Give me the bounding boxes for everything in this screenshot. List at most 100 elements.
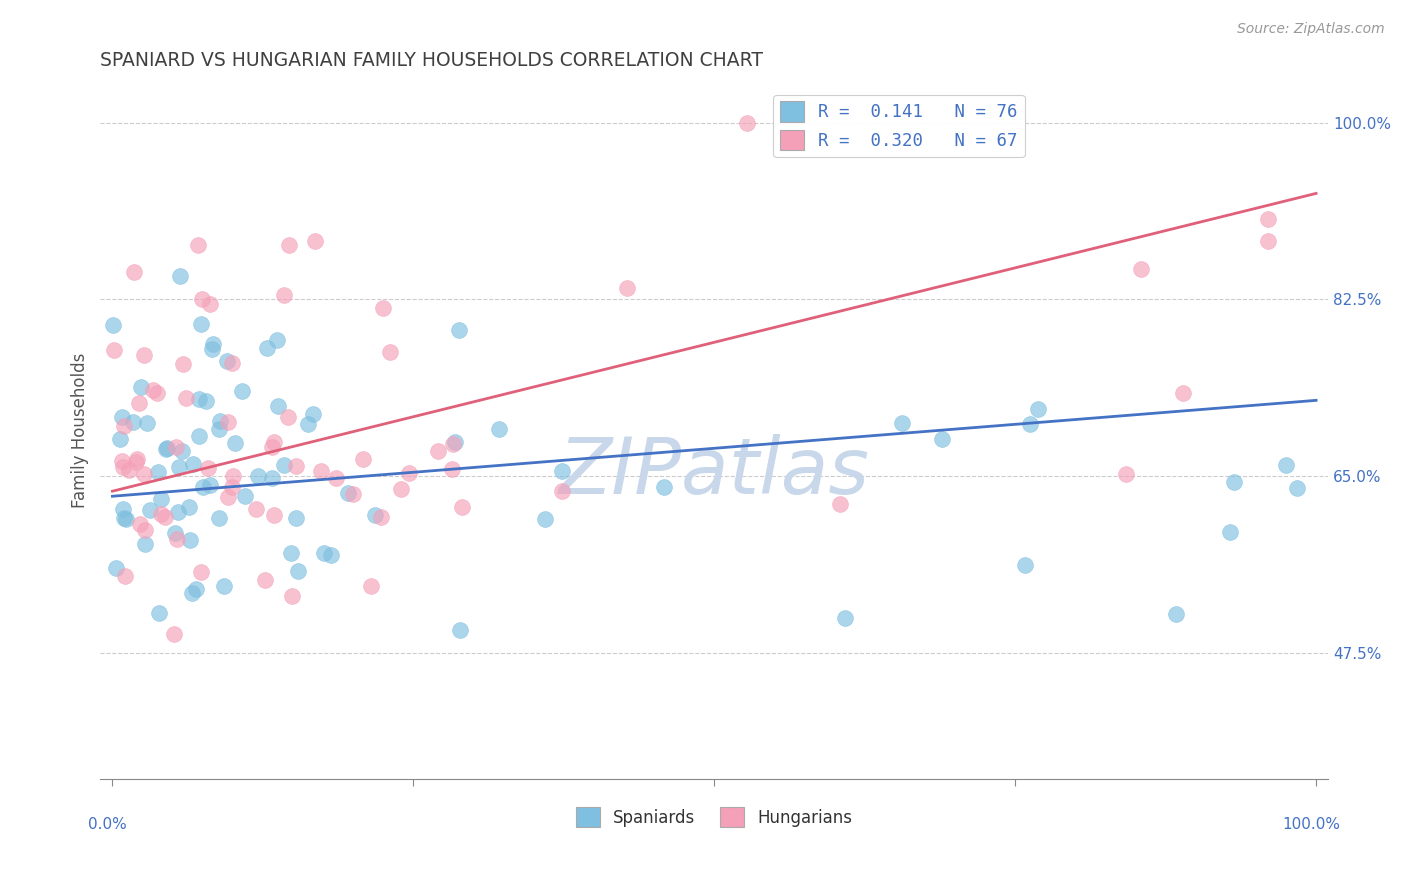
Point <box>153 510 176 524</box>
Point <box>1014 558 1036 572</box>
Point <box>1257 234 1279 248</box>
Point <box>191 292 214 306</box>
Point <box>101 318 124 333</box>
Point <box>325 471 347 485</box>
Point <box>488 422 510 436</box>
Point <box>155 442 177 456</box>
Point <box>370 510 392 524</box>
Point <box>221 480 243 494</box>
Point <box>224 436 246 450</box>
Point <box>441 462 464 476</box>
Point <box>297 417 319 431</box>
Point <box>931 432 953 446</box>
Point <box>231 384 253 398</box>
Point <box>280 546 302 560</box>
Point <box>342 486 364 500</box>
Y-axis label: Family Households: Family Households <box>72 353 89 508</box>
Point <box>111 454 134 468</box>
Point <box>112 511 135 525</box>
Point <box>134 523 156 537</box>
Point <box>110 433 132 447</box>
Point <box>115 512 138 526</box>
Point <box>277 238 299 252</box>
Point <box>284 510 307 524</box>
Point <box>122 415 145 429</box>
Point <box>273 458 295 472</box>
Point <box>312 546 335 560</box>
Point <box>302 407 325 421</box>
Point <box>221 356 243 370</box>
Point <box>616 281 638 295</box>
Point <box>146 385 169 400</box>
Point <box>256 341 278 355</box>
Point <box>165 440 187 454</box>
Point <box>277 410 299 425</box>
Point <box>217 415 239 429</box>
Point <box>142 383 165 397</box>
Point <box>165 526 187 541</box>
Point <box>319 548 342 562</box>
Point <box>217 490 239 504</box>
Text: SPANIARD VS HUNGARIAN FAMILY HOUSEHOLDS CORRELATION CHART: SPANIARD VS HUNGARIAN FAMILY HOUSEHOLDS … <box>100 51 763 70</box>
Point <box>890 417 912 431</box>
Point <box>167 505 190 519</box>
Point <box>267 399 290 413</box>
Point <box>1275 458 1298 472</box>
Point <box>1223 475 1246 489</box>
Point <box>1286 481 1309 495</box>
Point <box>389 482 412 496</box>
Point <box>188 429 211 443</box>
Text: 100.0%: 100.0% <box>1282 817 1340 832</box>
Point <box>148 606 170 620</box>
Point <box>132 348 155 362</box>
Point <box>1219 525 1241 540</box>
Point <box>253 573 276 587</box>
Point <box>172 357 194 371</box>
Point <box>179 533 201 547</box>
Point <box>246 468 269 483</box>
Point <box>188 392 211 406</box>
Point <box>179 500 201 514</box>
Point <box>128 396 150 410</box>
Point <box>262 471 284 485</box>
Point <box>447 323 470 337</box>
Point <box>1129 262 1152 277</box>
Point <box>222 468 245 483</box>
Point <box>449 624 471 638</box>
Point <box>1166 607 1188 622</box>
Point <box>287 564 309 578</box>
Point <box>364 508 387 523</box>
Point <box>190 565 212 579</box>
Point <box>122 265 145 279</box>
Point <box>262 440 284 454</box>
Text: 0.0%: 0.0% <box>89 817 127 832</box>
Point <box>193 480 215 494</box>
Point <box>174 391 197 405</box>
Point <box>551 484 574 499</box>
Point <box>136 416 159 430</box>
Point <box>284 458 307 473</box>
Point <box>112 419 135 434</box>
Point <box>118 462 141 476</box>
Point <box>212 579 235 593</box>
Point <box>111 409 134 424</box>
Point <box>534 511 557 525</box>
Point <box>125 452 148 467</box>
Point <box>1115 467 1137 481</box>
Point <box>336 486 359 500</box>
Point <box>273 287 295 301</box>
Point <box>156 441 179 455</box>
Point <box>1257 212 1279 227</box>
Point <box>443 434 465 449</box>
Point <box>217 354 239 368</box>
Point <box>129 380 152 394</box>
Point <box>233 489 256 503</box>
Point <box>163 626 186 640</box>
Point <box>105 561 128 575</box>
Point <box>187 238 209 252</box>
Point <box>208 511 231 525</box>
Point <box>166 532 188 546</box>
Point <box>111 459 134 474</box>
Point <box>198 297 221 311</box>
Point <box>139 502 162 516</box>
